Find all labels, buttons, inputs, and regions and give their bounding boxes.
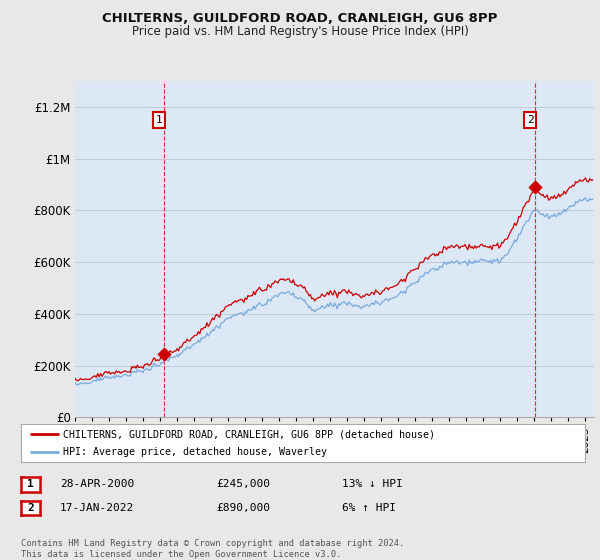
Text: £245,000: £245,000 [216,479,270,489]
Text: 2: 2 [27,503,34,513]
Text: Price paid vs. HM Land Registry's House Price Index (HPI): Price paid vs. HM Land Registry's House … [131,25,469,38]
Text: HPI: Average price, detached house, Waverley: HPI: Average price, detached house, Wave… [64,447,328,457]
Point [160,349,169,358]
Text: 6% ↑ HPI: 6% ↑ HPI [342,503,396,513]
Text: Contains HM Land Registry data © Crown copyright and database right 2024.
This d: Contains HM Land Registry data © Crown c… [21,539,404,559]
Text: 2: 2 [527,115,533,125]
Text: 1: 1 [27,479,34,489]
Text: CHILTERNS, GUILDFORD ROAD, CRANLEIGH, GU6 8PP: CHILTERNS, GUILDFORD ROAD, CRANLEIGH, GU… [103,12,497,25]
Text: 13% ↓ HPI: 13% ↓ HPI [342,479,403,489]
Text: 28-APR-2000: 28-APR-2000 [60,479,134,489]
Text: 17-JAN-2022: 17-JAN-2022 [60,503,134,513]
Text: CHILTERNS, GUILDFORD ROAD, CRANLEIGH, GU6 8PP (detached house): CHILTERNS, GUILDFORD ROAD, CRANLEIGH, GU… [64,429,436,439]
Text: 1: 1 [156,115,163,125]
Text: £890,000: £890,000 [216,503,270,513]
Point [530,183,540,192]
